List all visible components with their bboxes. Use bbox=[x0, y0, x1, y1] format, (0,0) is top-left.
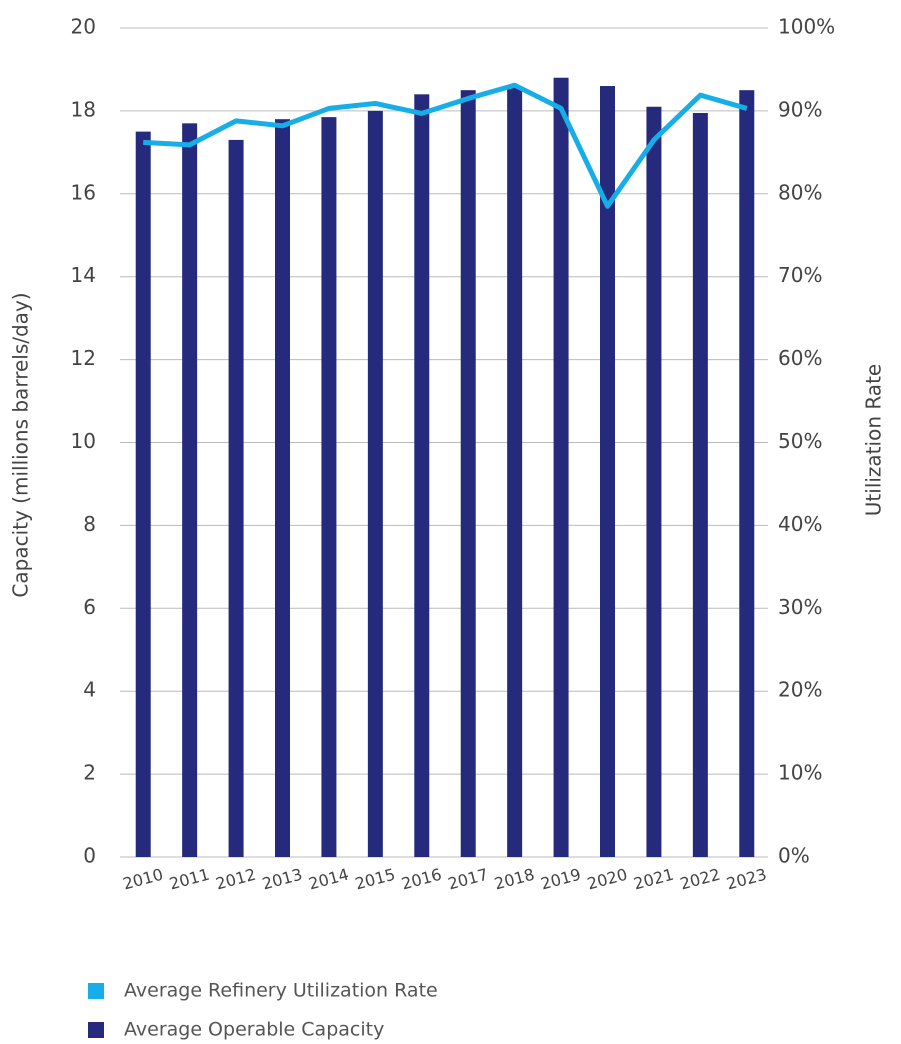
y-tick-label: 2 bbox=[83, 761, 96, 785]
bar bbox=[275, 119, 290, 857]
x-tick-label: 2012 bbox=[214, 865, 258, 894]
bar bbox=[739, 90, 755, 858]
legend-label: Average Refinery Utilization Rate bbox=[124, 980, 438, 1002]
y2-tick-label: 0% bbox=[778, 844, 810, 868]
bar bbox=[692, 112, 708, 857]
y2-tick-label: 20% bbox=[778, 678, 822, 702]
x-tick-label: 2015 bbox=[353, 865, 397, 894]
bar bbox=[460, 90, 476, 858]
bar bbox=[553, 77, 569, 858]
bar bbox=[646, 106, 662, 857]
bar bbox=[600, 86, 615, 857]
bar bbox=[135, 131, 151, 857]
x-tick-label: 2014 bbox=[307, 865, 351, 894]
y-tick-label: 4 bbox=[83, 678, 96, 702]
y-tick-label: 12 bbox=[71, 346, 96, 370]
y-tick-label: 18 bbox=[71, 97, 96, 121]
y2-tick-label: 100% bbox=[778, 15, 835, 39]
x-tick-label: 2020 bbox=[585, 865, 629, 894]
legend-label: Average Operable Capacity bbox=[124, 1019, 384, 1041]
x-tick-label: 2016 bbox=[399, 865, 443, 894]
y2-tick-label: 80% bbox=[778, 180, 822, 204]
bar bbox=[367, 110, 383, 857]
y-tick-label: 6 bbox=[83, 595, 96, 619]
y-axis-title: Capacity (millions barrels/day) bbox=[9, 292, 33, 597]
x-tick-label: 2021 bbox=[632, 865, 676, 894]
bar bbox=[228, 139, 244, 858]
y2-tick-label: 30% bbox=[778, 595, 822, 619]
y-tick-label: 20 bbox=[71, 15, 96, 39]
x-tick-label: 2013 bbox=[260, 865, 304, 894]
legend-swatch bbox=[88, 1022, 104, 1038]
x-tick-label: 2011 bbox=[167, 865, 211, 894]
legend-swatch bbox=[88, 983, 104, 999]
y2-tick-label: 60% bbox=[778, 346, 822, 370]
y2-tick-label: 40% bbox=[778, 512, 822, 536]
y2-tick-label: 70% bbox=[778, 263, 822, 287]
bar bbox=[414, 94, 430, 857]
y2-axis-title: Utilization Rate bbox=[862, 364, 886, 516]
x-tick-label: 2010 bbox=[121, 865, 165, 894]
y-tick-label: 16 bbox=[71, 180, 96, 204]
y-tick-label: 14 bbox=[71, 263, 96, 287]
x-tick-label: 2018 bbox=[492, 865, 536, 894]
y2-tick-label: 90% bbox=[778, 97, 822, 121]
bar bbox=[182, 123, 198, 857]
y-tick-label: 0 bbox=[83, 844, 96, 868]
y2-tick-label: 50% bbox=[778, 429, 822, 453]
bar bbox=[507, 86, 523, 857]
y-tick-label: 10 bbox=[71, 429, 96, 453]
y2-tick-label: 10% bbox=[778, 761, 822, 785]
bar bbox=[321, 117, 337, 858]
line bbox=[143, 82, 748, 209]
y-tick-label: 8 bbox=[83, 512, 96, 536]
x-tick-label: 2017 bbox=[446, 865, 490, 894]
x-tick-label: 2022 bbox=[678, 865, 722, 894]
x-tick-label: 2023 bbox=[724, 865, 768, 894]
x-tick-label: 2019 bbox=[539, 865, 583, 894]
